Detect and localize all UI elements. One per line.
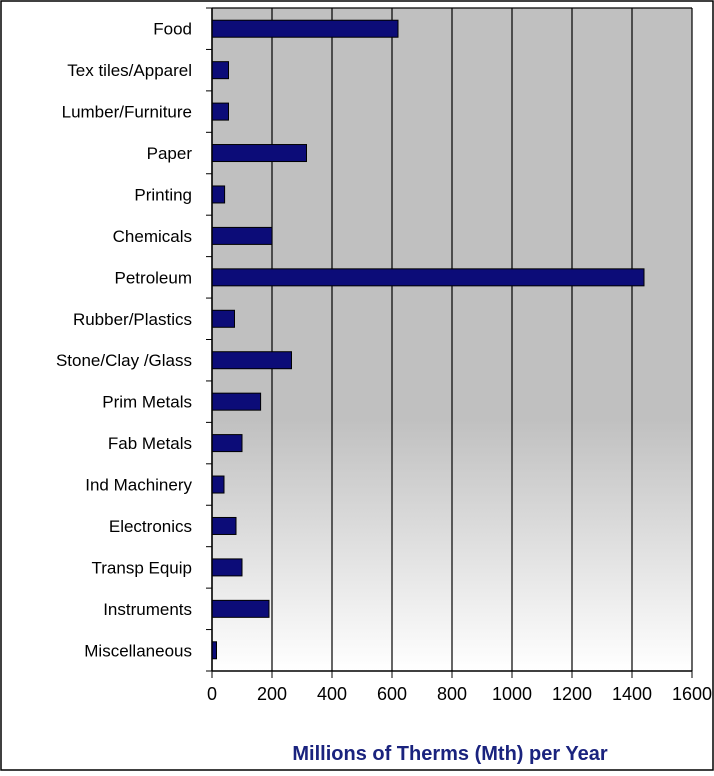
bar (211, 268, 645, 287)
x-tick-label: 600 (377, 684, 407, 704)
bar (211, 144, 307, 163)
category-label: Printing (134, 185, 192, 204)
category-label: Miscellaneous (84, 641, 192, 660)
bar (211, 558, 243, 577)
x-tick-label: 800 (437, 684, 467, 704)
category-label: Stone/Clay /Glass (56, 351, 192, 370)
bars (211, 19, 645, 660)
bar (211, 351, 292, 370)
category-label: Rubber/Plastics (73, 310, 192, 329)
category-label: Fab Metals (108, 434, 192, 453)
x-tick-label: 1200 (552, 684, 592, 704)
bar (211, 19, 399, 38)
bar (211, 309, 235, 328)
category-label: Prim Metals (102, 393, 192, 412)
category-label: Electronics (109, 517, 192, 536)
x-tick-label: 1600 (672, 684, 712, 704)
category-label: Lumber/Furniture (62, 103, 192, 122)
category-label: Food (153, 20, 192, 39)
bar (211, 61, 229, 80)
category-label: Tex tiles/Apparel (67, 61, 192, 80)
x-tick-label: 200 (257, 684, 287, 704)
category-label: Paper (147, 144, 193, 163)
bar (211, 226, 273, 245)
x-tick-label: 1000 (492, 684, 532, 704)
bar (211, 475, 225, 494)
category-labels: Food Tex tiles/Apparel Lumber/Furniture Pap… (56, 7, 212, 672)
x-axis: 0 200 400 600 800 1000 1200 1400 1600 (207, 8, 712, 704)
category-label: Instruments (103, 600, 192, 619)
x-axis-title: Millions of Therms (Mth) per Year (292, 743, 607, 765)
category-label: Transp Equip (92, 558, 192, 577)
bar (211, 434, 243, 453)
bar (211, 185, 226, 204)
category-label: Chemicals (113, 227, 192, 246)
category-label: Petroleum (115, 268, 192, 287)
bar (211, 599, 270, 618)
bar (211, 392, 262, 411)
x-tick-label: 400 (317, 684, 347, 704)
x-tick-label: 0 (207, 684, 217, 704)
category-label: Ind Machinery (85, 476, 192, 495)
bar (211, 102, 229, 121)
x-tick-label: 1400 (612, 684, 652, 704)
bar (211, 516, 237, 535)
